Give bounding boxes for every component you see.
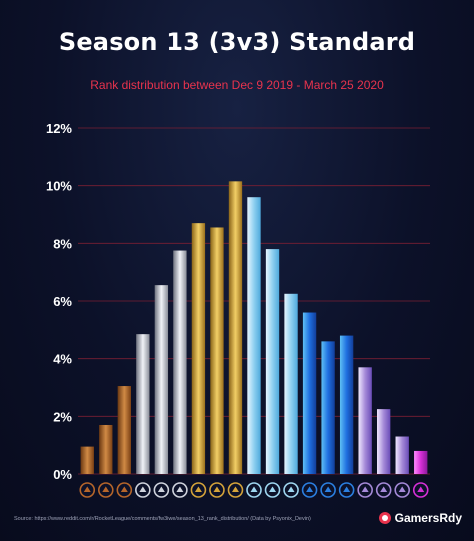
platinum-rank-icon — [283, 482, 299, 498]
y-tick-label: 2% — [53, 409, 72, 424]
bar-diamond-i — [302, 312, 317, 474]
bar-silver-ii — [154, 285, 169, 474]
bar-diamond-ii — [321, 341, 335, 474]
gamersrdy-logo-icon — [378, 512, 391, 524]
diamond-rank-icon — [338, 482, 355, 498]
platinum-rank-icon — [264, 482, 281, 498]
grand-champion-rank-icon — [412, 482, 429, 498]
bars — [80, 181, 428, 474]
bar-champion-i — [358, 367, 372, 474]
bar-gold-iii — [228, 181, 243, 474]
silver-rank-icon — [153, 482, 170, 498]
y-tick-label: 10% — [46, 179, 72, 194]
bar-silver-iii — [173, 250, 187, 474]
y-tick-label: 6% — [53, 294, 72, 309]
bar-bronze-iii — [117, 386, 131, 474]
y-tick-label: 12% — [46, 121, 72, 136]
y-tick-label: 8% — [53, 236, 72, 251]
rank-icons — [79, 482, 429, 498]
bar-bronze-ii — [99, 424, 113, 474]
bar-gold-ii — [210, 227, 224, 474]
bar-platinum-iii — [284, 293, 298, 474]
bronze-rank-icon — [97, 482, 114, 498]
gold-rank-icon — [209, 482, 225, 498]
bronze-rank-icon — [116, 482, 133, 498]
source-note: Source: https://www.reddit.com/r/RocketL… — [14, 516, 311, 522]
bar-grand-champion — [414, 450, 428, 474]
bar-champion-ii — [377, 409, 391, 474]
diamond-rank-icon — [301, 482, 318, 498]
bar-gold-i — [191, 223, 206, 474]
y-tick-label: 0% — [53, 467, 72, 482]
chart-title: Season 13 (3v3) Standard — [58, 28, 416, 56]
y-tick-label: 4% — [53, 352, 72, 367]
champion-rank-icon — [375, 482, 392, 498]
chart-subtitle: Rank distribution between Dec 9 2019 - M… — [90, 78, 384, 92]
bar-diamond-iii — [339, 335, 354, 474]
diamond-rank-icon — [320, 482, 336, 498]
gold-rank-icon — [227, 482, 244, 498]
platinum-rank-icon — [246, 482, 262, 498]
champion-rank-icon — [394, 482, 411, 498]
bar-platinum-i — [247, 197, 261, 474]
bronze-rank-icon — [79, 482, 96, 498]
bar-bronze-i — [80, 446, 94, 474]
silver-rank-icon — [135, 482, 151, 498]
y-axis-labels: 0% 2% 4% 6% 8% 10% 12% — [46, 121, 72, 482]
bar-champion-iii — [395, 436, 409, 474]
brand-logo[interactable]: GamersRdy — [378, 511, 462, 525]
bar-platinum-ii — [265, 249, 280, 474]
brand-name: GamersRdy — [394, 511, 462, 525]
silver-rank-icon — [172, 482, 188, 498]
gold-rank-icon — [190, 482, 207, 498]
bar-silver-i — [136, 334, 150, 474]
champion-rank-icon — [357, 482, 373, 498]
